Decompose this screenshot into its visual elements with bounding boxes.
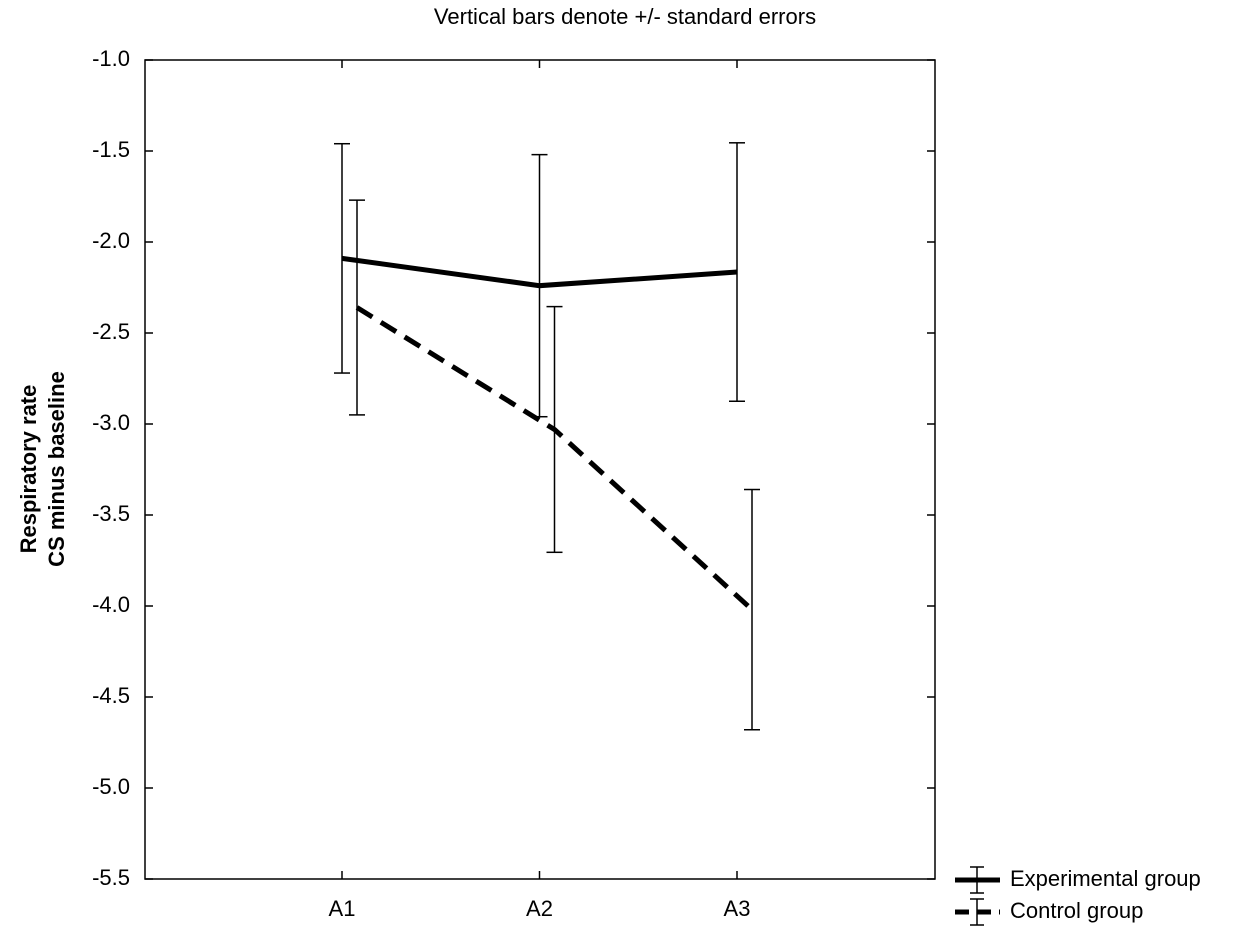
y-tick-label: -4.5 (92, 683, 130, 708)
y-tick-label: -1.0 (92, 46, 130, 71)
y-tick-label: -3.0 (92, 410, 130, 435)
error-bar (349, 199, 365, 416)
y-tick-label: -5.0 (92, 774, 130, 799)
y-tick-label: -2.0 (92, 228, 130, 253)
error-bar (334, 142, 350, 374)
y-axis-label-line: CS minus baseline (44, 371, 69, 567)
x-tick-label: A1 (329, 896, 356, 921)
y-tick-label: -3.5 (92, 501, 130, 526)
y-tick-label: -1.5 (92, 137, 130, 162)
y-axis-label: Respiratory rate CS minus baseline (16, 371, 69, 567)
y-axis-label-line: Respiratory rate (16, 385, 41, 554)
error-bar (546, 305, 563, 554)
error-bar (744, 488, 760, 731)
legend-label: Experimental group (1010, 866, 1201, 891)
y-tick-label: -4.0 (92, 592, 130, 617)
legend-label: Control group (1010, 898, 1143, 923)
x-tick-label: A3 (724, 896, 751, 921)
chart-title: Vertical bars denote +/- standard errors (434, 4, 816, 29)
y-tick-label: -5.5 (92, 865, 130, 890)
x-tick-label: A2 (526, 896, 553, 921)
error-bar (729, 142, 745, 402)
y-tick-label: -2.5 (92, 319, 130, 344)
